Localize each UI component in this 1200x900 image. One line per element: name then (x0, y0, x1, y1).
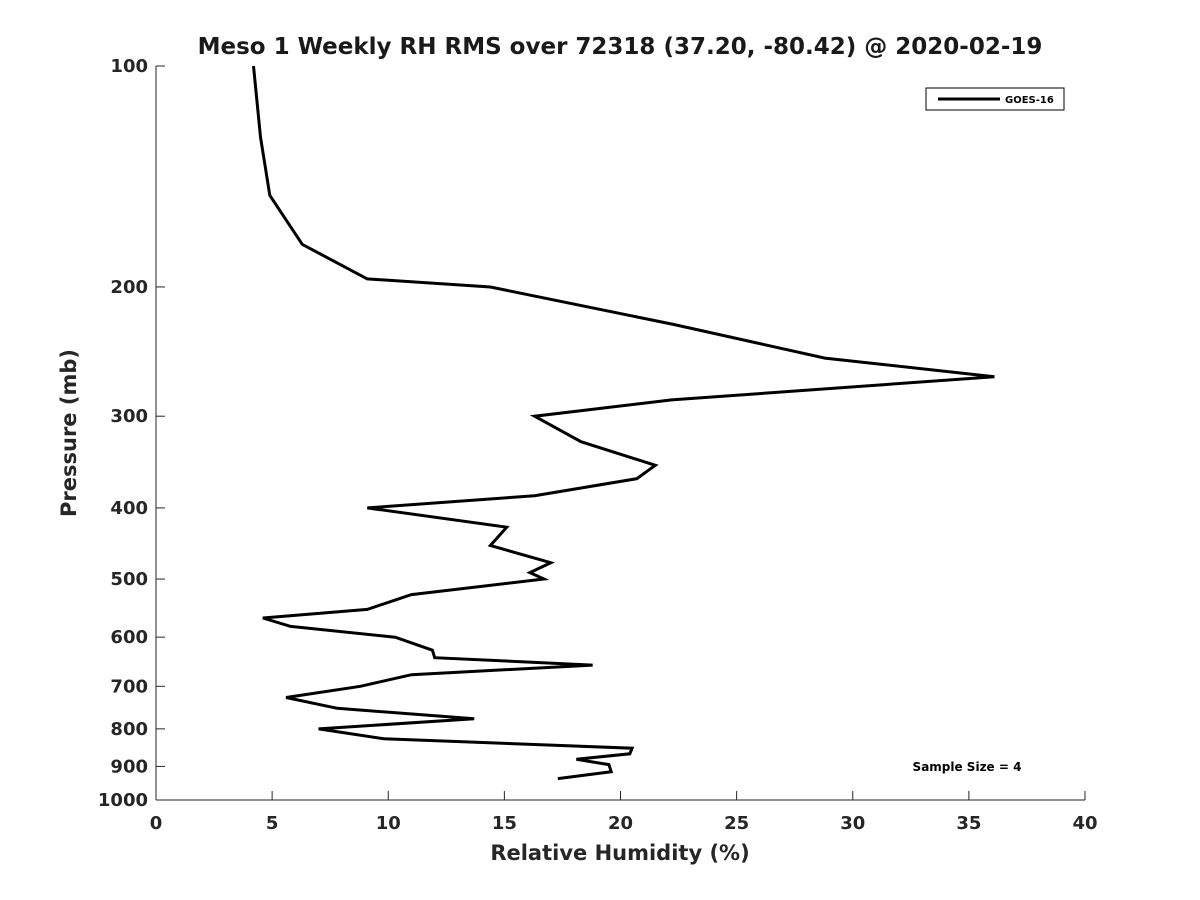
x-tick-label: 35 (956, 813, 981, 834)
sample-size-annotation: Sample Size = 4 (913, 760, 1022, 774)
tick-group: 0 5 10 15 20 25 30 35 40 100 200 300 400 500 600 700 800… (98, 56, 1098, 834)
x-tick-label: 30 (840, 813, 865, 834)
y-tick-label: 900 (110, 756, 148, 777)
y-tick-label: 500 (110, 569, 148, 590)
y-tick-label: 400 (110, 498, 148, 519)
x-tick-label: 40 (1072, 813, 1097, 834)
y-tick-label: 800 (110, 719, 148, 740)
y-tick-label: 300 (110, 406, 148, 427)
x-tick-label: 5 (266, 813, 279, 834)
y-tick-label: 200 (110, 277, 148, 298)
chart-title: Meso 1 Weekly RH RMS over 72318 (37.20, … (198, 34, 1043, 60)
legend: GOES-16 (925, 87, 1065, 111)
x-tick-label: 20 (608, 813, 633, 834)
x-tick-label: 25 (724, 813, 749, 834)
plot-axes (155, 66, 1085, 801)
y-tick-label: 100 (110, 56, 148, 77)
y-tick-label: 600 (110, 627, 148, 648)
x-axis-label: Relative Humidity (%) (490, 841, 749, 865)
y-tick-label: 1000 (98, 790, 148, 811)
series-line-goes-16 (252, 65, 995, 781)
y-axis-label: Pressure (mb) (57, 349, 81, 517)
x-tick-label: 10 (376, 813, 401, 834)
legend-label-goes-16: GOES-16 (1005, 95, 1054, 106)
y-tick-label: 700 (110, 676, 148, 697)
x-tick-label: 0 (150, 813, 163, 834)
x-tick-label: 15 (492, 813, 517, 834)
series-group (252, 65, 995, 781)
